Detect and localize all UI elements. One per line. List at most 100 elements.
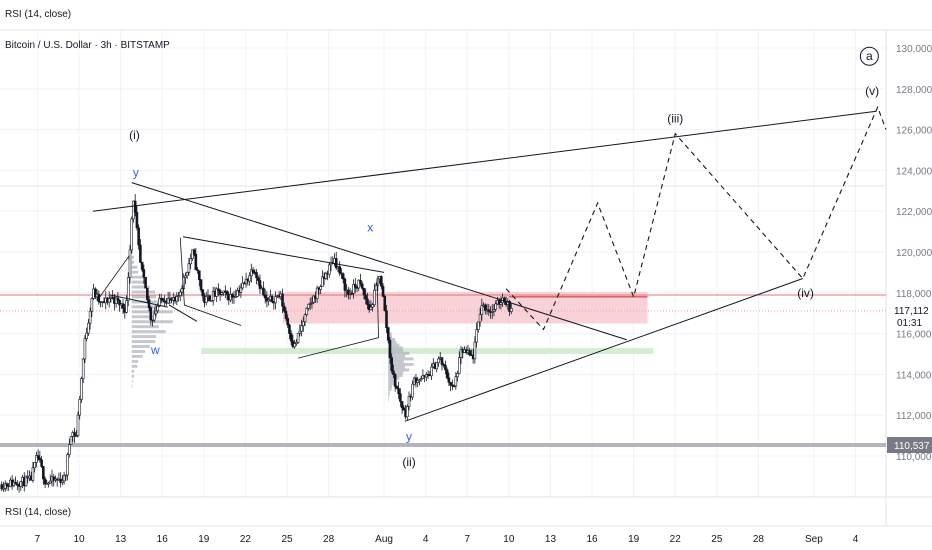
candle-body: [473, 341, 477, 360]
candle-body: [208, 295, 212, 302]
candle-body: [139, 244, 142, 263]
candle-body: [397, 388, 400, 395]
time-tick-label[interactable]: 22: [670, 534, 682, 545]
volume-profile-bar: [131, 359, 139, 363]
candle-body: [383, 296, 387, 312]
candle-body: [149, 307, 153, 321]
candle-body: [64, 474, 68, 477]
time-tick-label[interactable]: 16: [157, 534, 169, 545]
time-tick-label[interactable]: 19: [198, 534, 210, 545]
volume-profile-bar: [131, 379, 133, 383]
candle-body: [194, 254, 198, 270]
candle-body: [497, 299, 501, 305]
time-tick-label[interactable]: 19: [628, 534, 640, 545]
price-tick-label[interactable]: 128,000: [896, 85, 932, 96]
volume-profile-bar: [388, 346, 403, 350]
candle-body: [300, 325, 303, 332]
price-tick-label[interactable]: 118,000: [896, 289, 932, 300]
level-price-tag[interactable]: [887, 437, 932, 454]
candle-body: [359, 279, 362, 285]
candle-body: [457, 357, 461, 374]
candle-body: [347, 289, 350, 295]
volume-profile-bar: [131, 369, 135, 373]
price-axis[interactable]: 110,000 112,000 114,000 116,000 118,000 120,0…: [887, 44, 932, 463]
trend-line: [131, 182, 627, 341]
candle-body: [40, 459, 43, 467]
candle-body: [19, 481, 23, 487]
volume-profile-bar: [388, 349, 404, 353]
candle-body: [430, 366, 433, 377]
candle-body: [305, 308, 309, 315]
candle-body: [303, 314, 307, 323]
time-tick-label[interactable]: 16: [586, 534, 598, 545]
candle-body: [126, 277, 130, 301]
trend-line: [109, 294, 168, 308]
time-tick-label[interactable]: 7: [35, 534, 41, 545]
candle-body: [184, 275, 187, 278]
candle-body: [407, 395, 411, 407]
time-tick-label[interactable]: 28: [323, 534, 335, 545]
price-tick-label[interactable]: 126,000: [896, 126, 932, 137]
candle-body: [340, 272, 343, 275]
time-tick-label[interactable]: 25: [281, 534, 293, 545]
candle-body: [319, 286, 322, 290]
time-axis[interactable]: 7 10 13 16 19 22 25 28 Aug 4 7 10 13 16 19 22 25 28 Sep 4: [35, 534, 859, 545]
candle-body: [282, 305, 286, 312]
price-tick-label[interactable]: 120,000: [896, 248, 932, 259]
candle-body: [128, 249, 132, 278]
time-tick-label[interactable]: 13: [115, 534, 127, 545]
price-tick-label[interactable]: 110,000: [896, 452, 932, 463]
time-tick-label[interactable]: Aug: [375, 534, 393, 545]
candle-body: [265, 297, 269, 302]
candle-body: [97, 293, 101, 302]
volume-profile-bar: [388, 335, 393, 339]
candle-body: [250, 269, 253, 277]
price-tick-label[interactable]: 124,000: [896, 166, 932, 177]
candle-body: [107, 298, 111, 303]
price-tick-label[interactable]: 112,000: [896, 411, 932, 422]
price-tick-label[interactable]: 116,000: [896, 330, 932, 341]
candle-body: [35, 455, 38, 463]
volume-profile-bar: [131, 315, 157, 319]
time-tick-label[interactable]: 4: [423, 534, 429, 545]
candle-body: [133, 200, 137, 213]
candle-body: [483, 304, 487, 311]
candle-body: [125, 300, 128, 313]
candle-body: [130, 218, 134, 251]
time-tick-label[interactable]: 13: [545, 534, 557, 545]
candle-body: [156, 305, 160, 312]
price-tick-label[interactable]: 122,000: [896, 207, 932, 218]
candle-body: [334, 258, 338, 269]
time-tick-label[interactable]: 10: [73, 534, 85, 545]
level-price-label[interactable]: 110,537: [894, 441, 930, 452]
candle-body: [234, 296, 238, 298]
price-tick-label[interactable]: 130,000: [896, 44, 932, 55]
candle-body: [343, 278, 347, 291]
candle-body: [418, 379, 421, 382]
volume-profile-bar: [388, 368, 410, 372]
candle-body: [286, 318, 290, 326]
time-tick-label[interactable]: 4: [853, 534, 859, 545]
time-tick-label[interactable]: 28: [753, 534, 765, 545]
candle-body: [42, 466, 45, 480]
countdown-label[interactable]: 01:31: [897, 318, 922, 329]
price-tick-label[interactable]: 114,000: [896, 370, 932, 381]
candle-body: [385, 310, 388, 329]
candle-body: [478, 314, 482, 323]
candle-body: [393, 374, 397, 387]
last-price-tag[interactable]: [887, 303, 932, 328]
time-tick-label[interactable]: 10: [503, 534, 515, 545]
wave-label: (iv): [797, 286, 814, 300]
candle-body: [296, 332, 300, 343]
candle-body: [284, 310, 288, 319]
time-tick-label[interactable]: Sep: [805, 534, 823, 545]
time-tick-label[interactable]: 7: [464, 534, 470, 545]
time-tick-label[interactable]: 22: [240, 534, 252, 545]
last-price-label[interactable]: 117,112: [894, 306, 929, 317]
time-tick-label[interactable]: 25: [711, 534, 723, 545]
projection-path: [505, 105, 887, 331]
candle-body: [374, 285, 378, 291]
candle-body: [390, 357, 393, 372]
volume-profile-bar: [131, 305, 159, 309]
